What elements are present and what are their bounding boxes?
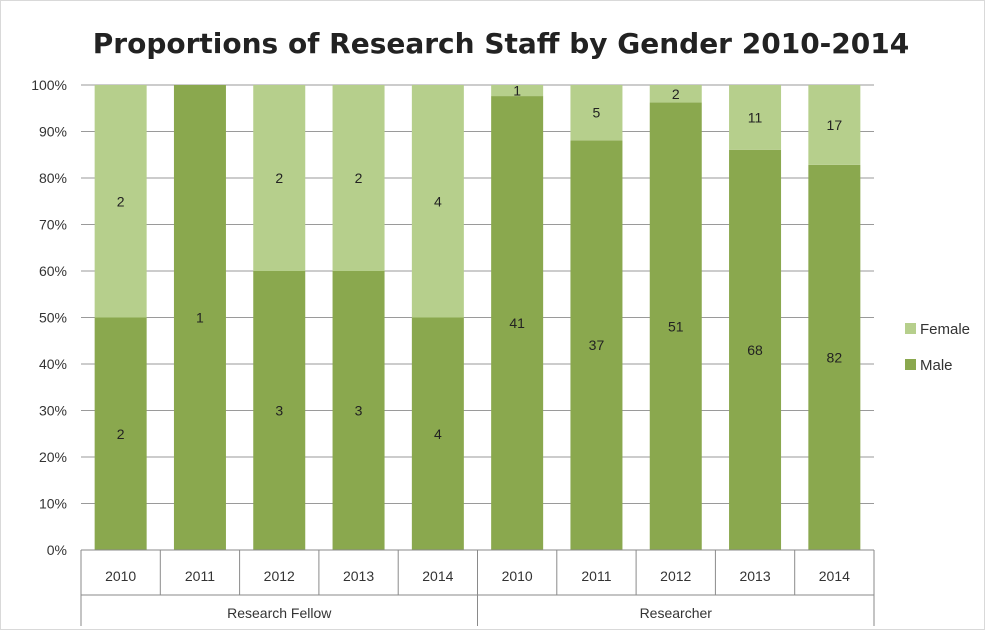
data-label-female: 2 [275,170,283,186]
bar-male [649,102,702,550]
bar-female [94,85,147,318]
y-tick-label: 80% [39,170,67,186]
bar-female [253,85,306,271]
y-tick-label: 100% [31,77,67,93]
bar-male [411,317,464,550]
bar-female [729,85,782,150]
x-tick-label: 2012 [660,568,691,584]
data-label-female: 2 [672,86,680,102]
bars [94,85,861,551]
y-tick-label: 40% [39,356,67,372]
y-tick-label: 20% [39,449,67,465]
data-label-male: 4 [434,426,442,442]
y-tick-label: 70% [39,217,67,233]
data-label-female: 11 [748,109,763,125]
bar-female [808,85,861,165]
bar-male [94,317,147,550]
data-label-male: 3 [355,403,363,419]
data-label-male: 2 [117,426,125,442]
bar-female [649,85,702,103]
x-tick-label: 2013 [739,568,770,584]
x-tick-label: 2014 [422,568,453,584]
x-tick-label: 2010 [105,568,136,584]
bar-female [332,85,385,271]
data-label-female: 17 [827,117,843,133]
data-label-female: 2 [355,170,363,186]
bar-male [570,140,623,550]
y-tick-label: 60% [39,263,67,279]
y-tick-label: 0% [47,542,67,558]
legend: Female Male [905,321,970,374]
bar-female [491,85,544,97]
y-tick-label: 90% [39,124,67,140]
x-tick-label: 2013 [343,568,374,584]
x-tick-label: 2014 [819,568,850,584]
bar-male [491,96,544,551]
axes: 0% 10% 20% 30% 40% 50% 60% 70% 80% 90% 100% 2010 201… [31,77,875,626]
data-label-male: 41 [509,315,525,331]
legend-label-male: Male [920,357,953,374]
bar-male [332,271,385,550]
data-label-female: 4 [434,193,442,209]
data-label-male: 68 [747,342,763,358]
bar-male [173,85,226,550]
bar-female [570,85,623,141]
x-group-label: Research Fellow [227,605,332,621]
y-tick-label: 10% [39,496,67,512]
x-tick-label: 2011 [185,568,215,584]
data-label-female: 1 [513,83,521,99]
data-label-male: 82 [827,349,843,365]
chart-title: Proportions of Research Staff by Gender … [93,27,909,60]
data-label-male: 37 [589,337,605,353]
x-tick-label: 2010 [502,568,533,584]
data-label-female: 2 [117,193,125,209]
data-labels: 2 2 1 3 2 3 2 4 4 41 1 37 5 51 2 68 11 82 17 [117,83,843,442]
bar-female [411,85,464,318]
data-label-female: 5 [593,105,601,121]
x-tick-label: 2011 [581,568,611,584]
legend-swatch-female [905,323,916,334]
bar-male [808,164,861,550]
legend-label-female: Female [920,321,970,338]
bar-male [729,149,782,551]
data-label-male: 1 [196,310,204,326]
data-label-male: 3 [275,403,283,419]
data-label-male: 51 [668,318,684,334]
y-tick-label: 30% [39,403,67,419]
y-tick-label: 50% [39,310,67,326]
x-group-label: Researcher [640,605,713,621]
bar-male [253,271,306,550]
legend-swatch-male [905,359,916,370]
x-tick-label: 2012 [264,568,295,584]
